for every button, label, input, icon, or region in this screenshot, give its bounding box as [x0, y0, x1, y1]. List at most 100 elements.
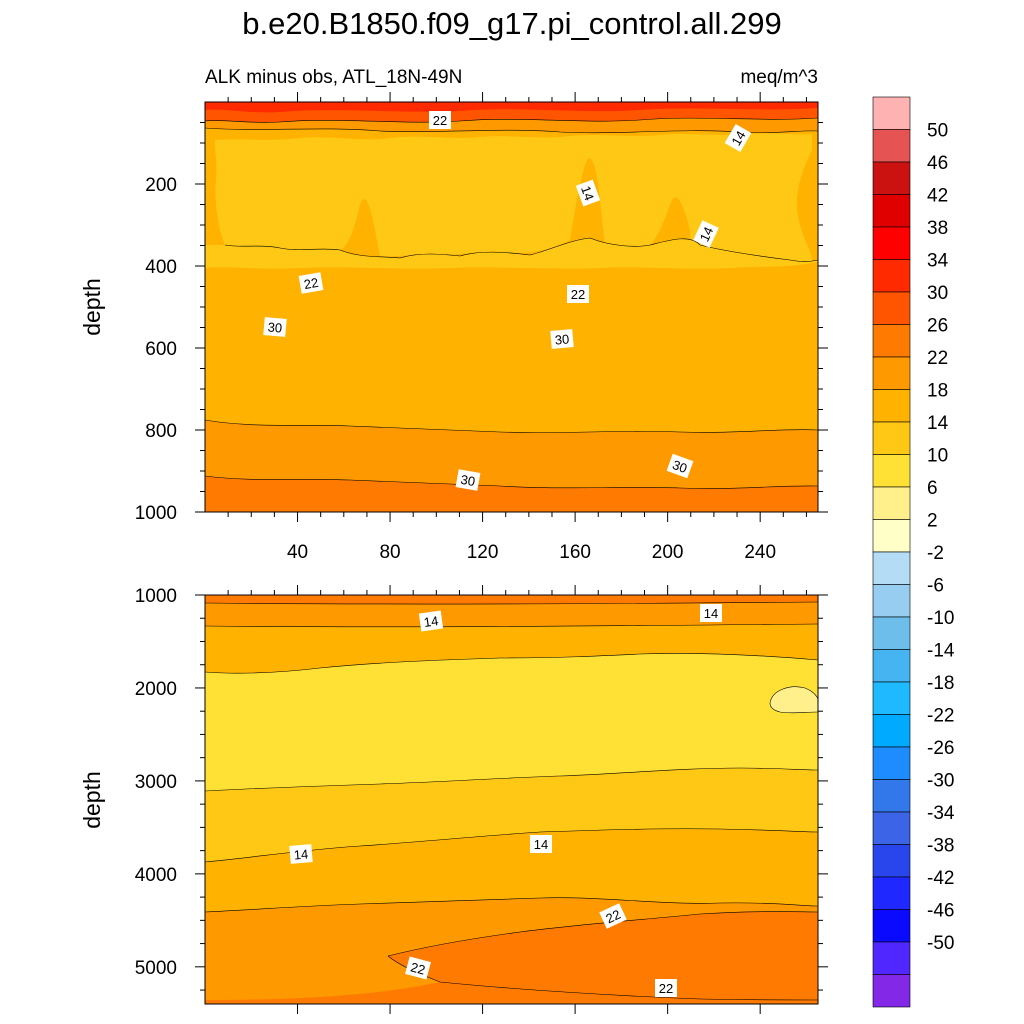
colorbar-swatch — [872, 746, 911, 780]
top-contour-label-box — [263, 317, 287, 337]
contour-labels: 22 14 14 14 22 22 30 30 30 30 14 14 14 14 22 22 22 — [263, 111, 752, 997]
colorbar-swatch — [872, 551, 911, 585]
top-contour-label: 22 — [298, 272, 324, 294]
top-x-tick-label: 240 — [744, 542, 776, 563]
colorbar-swatch — [872, 96, 911, 130]
bottom-contour-label-box — [599, 903, 627, 929]
bottom-contour-label-text: 14 — [534, 837, 548, 852]
top-contour-label-box — [724, 123, 752, 153]
units-label: meq/m^3 — [740, 67, 818, 88]
colorbar-swatch — [872, 226, 911, 260]
bottom-y-tick-label: 1000 — [135, 586, 177, 607]
top-y-axis-label: depth — [79, 278, 105, 336]
bottom-contour-label: 14 — [700, 604, 722, 622]
top-panel: 40 80 120 160 200 240 200 400 600 800 1000 depth — [79, 92, 828, 563]
colorbar-label: -30 — [927, 771, 954, 792]
top-axes: 40 80 120 160 200 240 200 400 600 800 1000 — [135, 92, 828, 563]
top-contour-label-text: 30 — [554, 331, 570, 347]
top-contour-label-text: 14 — [578, 184, 597, 203]
bottom-contour-label: 14 — [418, 610, 444, 632]
colorbar-label: 50 — [927, 121, 948, 142]
top-contour-label: 30 — [666, 453, 694, 479]
bot-band-14-top — [205, 624, 818, 674]
top-band-mid-22 — [205, 476, 818, 512]
bottom-contour-label-box — [530, 835, 552, 853]
colorbar-swatch — [872, 454, 911, 488]
top-contour-label-box — [550, 329, 574, 349]
bottom-contour-label: 14 — [289, 844, 313, 864]
colorbar-label: 10 — [927, 446, 948, 467]
top-contour-label-box — [666, 453, 694, 479]
colorbar-swatch — [872, 876, 911, 910]
colorbar-swatch — [872, 714, 911, 748]
top-x-tick-label: 40 — [287, 542, 308, 563]
top-x-tick-label: 120 — [467, 542, 499, 563]
top-contour-label: 14 — [724, 123, 752, 153]
bottom-contour-label-text: 14 — [293, 846, 309, 862]
bottom-contour-label-box — [418, 610, 444, 632]
bottom-plot-frame — [204, 594, 819, 1005]
bottom-contour-label-text: 14 — [704, 606, 718, 621]
bottom-contour-label: 22 — [655, 979, 677, 997]
colorbar-swatch — [872, 161, 911, 195]
colorbar-label: -46 — [927, 901, 954, 922]
top-x-tick-label: 200 — [652, 542, 684, 563]
colorbar-swatch — [872, 421, 911, 455]
top-contour-label: 30 — [455, 469, 481, 491]
top-contour-label-box — [567, 285, 589, 303]
top-y-tick-label: 600 — [145, 339, 177, 360]
bottom-y-tick-label: 4000 — [135, 865, 177, 886]
bottom-contour-label-box — [655, 979, 677, 997]
colorbar-label: 30 — [927, 283, 948, 304]
bot-band-6-blob — [770, 686, 818, 713]
bottom-contour-label-box — [700, 604, 722, 622]
bottom-contour-fill — [205, 595, 818, 1004]
top-contour-label: 14 — [693, 220, 719, 248]
colorbar-label: -18 — [927, 673, 954, 694]
top-y-tick-label: 200 — [145, 175, 177, 196]
bottom-contour-label: 22 — [599, 903, 627, 929]
colorbar-label: 42 — [927, 186, 948, 207]
colorbar-swatch — [872, 519, 911, 553]
bottom-y-tick-label: 3000 — [135, 772, 177, 793]
colorbar-label: 18 — [927, 381, 948, 402]
colorbar-label: -42 — [927, 868, 954, 889]
top-band-surface-30 — [205, 102, 818, 113]
colorbar-swatch — [872, 974, 911, 1008]
colorbar-label: -34 — [927, 803, 955, 824]
bottom-contour-label-text: 22 — [659, 981, 673, 996]
bottom-contour-label-text: 22 — [603, 907, 622, 927]
colorbar-swatch — [872, 844, 911, 878]
bottom-contour-label-text: 14 — [423, 613, 439, 630]
top-contour-label-text: 22 — [433, 113, 447, 128]
top-contour-label-box — [298, 272, 324, 294]
colorbar-swatch — [872, 389, 911, 423]
top-contour-label: 30 — [550, 329, 574, 349]
bot-band-22-top — [205, 595, 818, 605]
top-contour-label: 22 — [567, 285, 589, 303]
colorbar-swatch — [872, 941, 911, 975]
top-contour-label-text: 14 — [697, 224, 717, 243]
bottom-contour-label: 14 — [530, 835, 552, 853]
top-contour-label: 30 — [263, 317, 287, 337]
colorbar-swatch — [872, 616, 911, 650]
colorbar-swatch — [872, 811, 911, 845]
colorbar-swatch — [872, 129, 911, 163]
top-y-tick-label: 400 — [145, 257, 177, 278]
colorbar-label: -14 — [927, 641, 955, 662]
colorbar-label: -2 — [927, 543, 944, 564]
bottom-axes: 1000 2000 3000 4000 5000 — [135, 585, 828, 1014]
top-contour-label-box — [693, 220, 719, 248]
colorbar-label: -22 — [927, 706, 954, 727]
top-contour-label-box — [575, 179, 601, 207]
colorbar-label: 2 — [927, 511, 938, 532]
colorbar-label: -38 — [927, 836, 954, 857]
colorbar-label: 46 — [927, 153, 948, 174]
top-contour-label-box — [429, 111, 451, 129]
colorbar-label: -26 — [927, 738, 954, 759]
colorbar-swatch — [872, 681, 911, 715]
top-x-tick-label: 160 — [559, 542, 591, 563]
top-contour-label: 14 — [575, 179, 601, 207]
colorbar-label: -10 — [927, 608, 954, 629]
